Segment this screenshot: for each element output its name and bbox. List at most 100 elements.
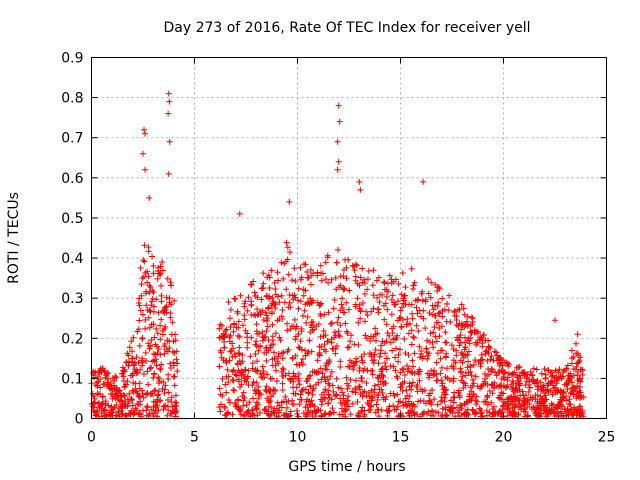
data-point (157, 282, 164, 289)
data-point (271, 300, 278, 307)
data-point (155, 309, 162, 316)
data-point (557, 389, 564, 396)
data-point (352, 385, 359, 392)
data-point (233, 372, 240, 379)
data-point-outlier (357, 186, 364, 193)
data-point (331, 334, 338, 341)
data-point (272, 387, 279, 394)
data-point (372, 409, 379, 416)
data-point (249, 395, 256, 402)
data-point (163, 303, 170, 310)
data-point (416, 377, 423, 384)
data-point (322, 332, 329, 339)
data-point (506, 408, 513, 415)
data-point (432, 409, 439, 416)
data-point (132, 380, 139, 387)
data-point (310, 319, 317, 326)
data-point (298, 346, 305, 353)
data-point (102, 398, 109, 405)
data-point (465, 348, 472, 355)
data-point (275, 350, 282, 357)
data-point (415, 368, 422, 375)
data-point (521, 395, 528, 402)
data-point (157, 365, 164, 372)
data-point (254, 311, 261, 318)
data-point (383, 393, 390, 400)
data-point (425, 275, 432, 282)
data-point (369, 282, 376, 289)
data-point (290, 323, 297, 330)
data-point (136, 342, 143, 349)
data-point (354, 295, 361, 302)
data-point (551, 405, 558, 412)
data-point (253, 321, 260, 328)
data-point (234, 397, 241, 404)
data-point (252, 390, 259, 397)
data-point (264, 315, 271, 322)
data-point (563, 397, 570, 404)
data-point (143, 302, 150, 309)
data-point (413, 384, 420, 391)
data-point (112, 373, 119, 380)
data-point (520, 408, 527, 415)
data-point (295, 305, 302, 312)
data-point (239, 358, 246, 365)
data-point (397, 369, 404, 376)
data-point (374, 396, 381, 403)
data-point (375, 381, 382, 388)
data-point (232, 353, 239, 360)
data-point (152, 387, 159, 394)
data-point (457, 369, 464, 376)
data-point (140, 273, 147, 280)
data-point (240, 402, 247, 409)
data-point (225, 379, 232, 386)
data-point (351, 267, 358, 274)
data-point (363, 308, 370, 315)
data-point (268, 410, 275, 417)
data-point (135, 359, 142, 366)
data-point (269, 375, 276, 382)
data-point (253, 368, 260, 375)
data-point (171, 297, 178, 304)
data-point (254, 306, 261, 313)
data-point (235, 404, 242, 411)
data-point (390, 390, 397, 397)
data-point (456, 306, 463, 313)
data-point (234, 310, 241, 317)
data-point (368, 397, 375, 404)
data-point (261, 333, 268, 340)
data-point (275, 277, 282, 284)
data-point (450, 394, 457, 401)
data-point (533, 366, 540, 373)
data-point (322, 366, 329, 373)
data-point (297, 298, 304, 305)
data-point (330, 305, 337, 312)
data-point (317, 311, 324, 318)
data-point (377, 350, 384, 357)
data-point (272, 305, 279, 312)
data-point (335, 314, 342, 321)
data-point (259, 363, 266, 370)
data-point (317, 333, 324, 340)
data-point (425, 392, 432, 399)
data-point (278, 369, 285, 376)
data-point (570, 391, 577, 398)
data-point (266, 399, 273, 406)
data-point (347, 411, 354, 418)
data-point (317, 270, 324, 277)
data-point (454, 409, 461, 416)
data-point (134, 400, 141, 407)
data-point (167, 360, 174, 367)
data-point (401, 336, 408, 343)
data-point (537, 405, 544, 412)
data-point (337, 385, 344, 392)
data-point (387, 339, 394, 346)
data-point (134, 328, 141, 335)
data-point (408, 386, 415, 393)
data-point (565, 411, 572, 418)
data-point (264, 274, 271, 281)
data-point (541, 402, 548, 409)
data-point (337, 322, 344, 329)
data-point (222, 412, 229, 419)
